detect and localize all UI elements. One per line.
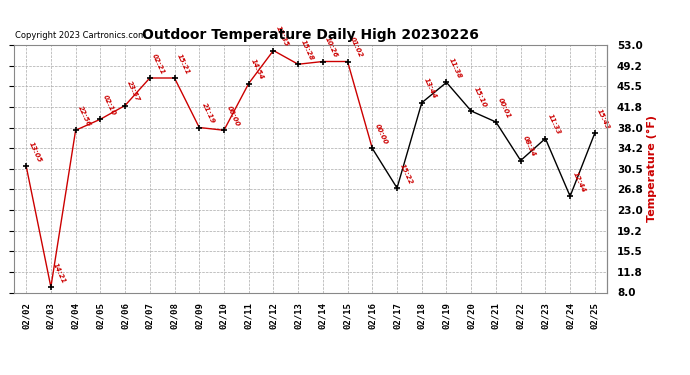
Text: 12:44: 12:44 bbox=[571, 171, 586, 194]
Text: 13:35: 13:35 bbox=[275, 25, 290, 48]
Text: 11:33: 11:33 bbox=[546, 113, 562, 136]
Text: 15:21: 15:21 bbox=[176, 53, 190, 75]
Text: 13:44: 13:44 bbox=[423, 77, 438, 100]
Text: 00:00: 00:00 bbox=[374, 123, 388, 146]
Text: 15:43: 15:43 bbox=[596, 108, 611, 130]
Text: 15:28: 15:28 bbox=[299, 39, 315, 62]
Text: 15:22: 15:22 bbox=[398, 162, 413, 185]
Text: 08:34: 08:34 bbox=[522, 135, 537, 158]
Text: 10:26: 10:26 bbox=[324, 36, 339, 59]
Text: 21:19: 21:19 bbox=[201, 102, 215, 125]
Text: 14:54: 14:54 bbox=[250, 58, 265, 81]
Text: 15:10: 15:10 bbox=[473, 86, 487, 108]
Y-axis label: Temperature (°F): Temperature (°F) bbox=[647, 115, 657, 222]
Text: 11:38: 11:38 bbox=[448, 57, 463, 80]
Text: 23:57: 23:57 bbox=[126, 80, 141, 103]
Text: 00:01: 00:01 bbox=[497, 96, 512, 119]
Text: 01:02: 01:02 bbox=[349, 36, 364, 59]
Text: 02:21: 02:21 bbox=[151, 53, 166, 75]
Text: 13:05: 13:05 bbox=[28, 141, 42, 163]
Text: Copyright 2023 Cartronics.com: Copyright 2023 Cartronics.com bbox=[15, 31, 146, 40]
Text: 02:10: 02:10 bbox=[101, 94, 117, 117]
Text: 14:21: 14:21 bbox=[52, 261, 67, 284]
Title: Outdoor Temperature Daily High 20230226: Outdoor Temperature Daily High 20230226 bbox=[142, 28, 479, 42]
Text: 22:56: 22:56 bbox=[77, 105, 92, 128]
Text: 00:00: 00:00 bbox=[226, 105, 240, 128]
